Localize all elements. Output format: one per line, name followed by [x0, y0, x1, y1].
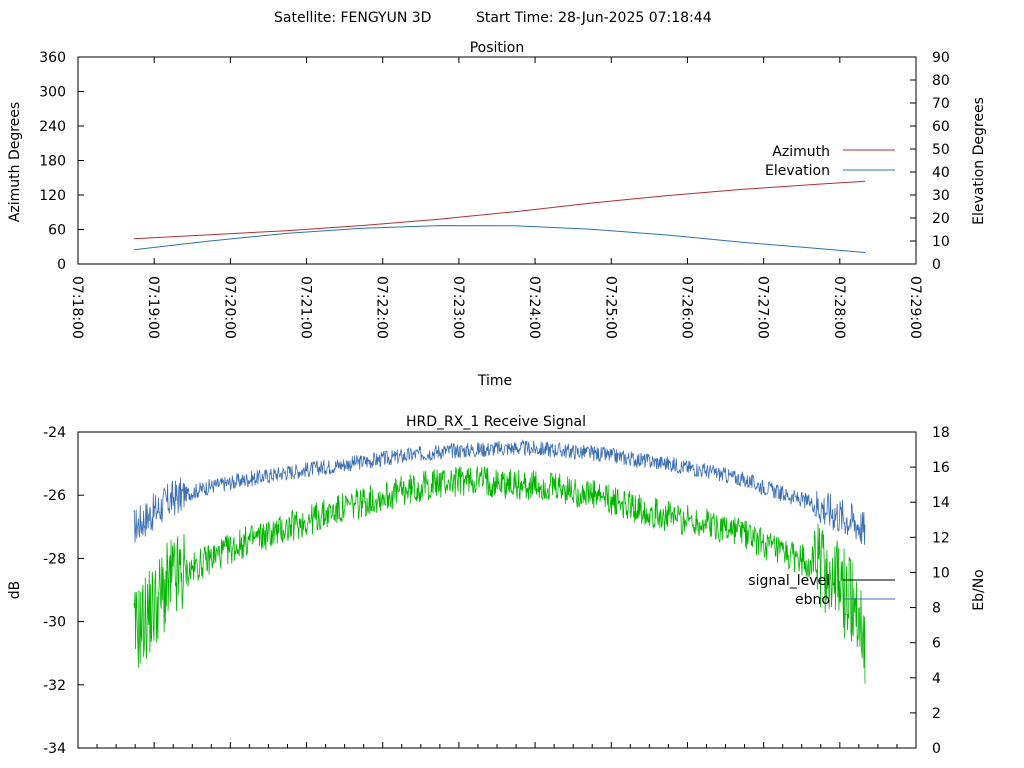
y2-tick-label: 0: [932, 257, 941, 273]
y2-tick-label: 16: [932, 460, 950, 476]
y-tick-label: 60: [48, 223, 66, 239]
position-x-axis-label: Time: [477, 373, 512, 389]
position-y2-axis-label: Elevation Degrees: [971, 97, 987, 225]
y-tick-label: 240: [39, 119, 66, 135]
x-tick-label: 07:27:00: [755, 276, 771, 339]
y2-tick-label: 4: [932, 671, 941, 687]
y-tick-label: -30: [43, 615, 66, 631]
y-tick-label: -34: [43, 741, 66, 757]
x-tick-label: 07:25:00: [602, 276, 618, 339]
y-tick-label: 300: [39, 85, 66, 101]
y-tick-label: -26: [43, 488, 66, 504]
y2-tick-label: 12: [932, 530, 950, 546]
y2-tick-label: 10: [932, 234, 950, 250]
legend-label-ebno: ebno: [795, 592, 830, 608]
series-line-ebno: [133, 438, 866, 545]
y2-tick-label: 50: [932, 142, 950, 158]
position-y-ticks: 0 60 120 180 240 300 360: [39, 50, 84, 273]
y2-tick-label: 10: [932, 565, 950, 581]
receive-signal-legend: signal_level ebno: [748, 573, 895, 608]
receive-signal-series: [133, 438, 866, 684]
y-tick-label: -24: [43, 425, 66, 441]
y2-tick-label: 90: [932, 50, 950, 66]
y2-tick-label: 14: [932, 495, 950, 511]
x-tick-label: 07:21:00: [298, 276, 314, 339]
receive-signal-x-ticks: [77, 742, 917, 748]
x-tick-label: 07:22:00: [374, 276, 390, 339]
y2-tick-label: 30: [932, 188, 950, 204]
receive-signal-plot-frame: [77, 431, 917, 749]
x-tick-label: 07:29:00: [907, 276, 923, 339]
position-title: Position: [470, 40, 525, 56]
position-series: [133, 180, 866, 253]
y-tick-label: 180: [39, 154, 66, 170]
position-plot-frame: [77, 56, 917, 265]
legend-label-elevation: Elevation: [765, 163, 830, 179]
y-tick-label: 120: [39, 188, 66, 204]
position-x-ticks: 07:18:00 07:19:00 07:20:00 07:21:00 07:22:00…: [69, 57, 923, 339]
y2-tick-label: 70: [932, 96, 950, 112]
receive-signal-y-axis-label: dB: [7, 581, 23, 600]
receive-signal-y-ticks: -34 -32 -30 -28 -26 -24: [43, 425, 84, 757]
y2-tick-label: 80: [932, 73, 950, 89]
satellite-label: Satellite: FENGYUN 3D: [274, 10, 431, 26]
series-line-azimuth: [133, 180, 866, 240]
x-tick-label: 07:20:00: [221, 276, 237, 339]
position-y-axis-label: Azimuth Degrees: [7, 102, 23, 222]
x-tick-label: 07:18:00: [69, 276, 85, 339]
position-legend: Azimuth Elevation: [765, 144, 895, 179]
y2-tick-label: 40: [932, 165, 950, 181]
series-line-unlabeled: [133, 466, 866, 684]
receive-signal-title: HRD_RX_1 Receive Signal: [406, 414, 586, 430]
series-line-elevation: [133, 225, 866, 253]
x-tick-label: 07:23:00: [450, 276, 466, 339]
y-tick-label: 360: [39, 50, 66, 66]
y-tick-label: -32: [43, 678, 66, 694]
y2-tick-label: 0: [932, 741, 941, 757]
x-tick-label: 07:24:00: [526, 276, 542, 339]
start-time-label: Start Time: 28-Jun-2025 07:18:44: [476, 10, 712, 26]
position-y2-ticks: 0 10 20 30 40 50 60 70 80 90: [910, 50, 950, 273]
x-tick-label: 07:26:00: [678, 276, 694, 339]
y2-tick-label: 2: [932, 706, 941, 722]
legend-label-signal-level: signal_level: [748, 573, 830, 589]
y2-tick-label: 60: [932, 119, 950, 135]
y2-tick-label: 8: [932, 601, 941, 617]
y-tick-label: -28: [43, 551, 66, 567]
receive-signal-y2-ticks: 0 2 4 6 8 10 12 14 16 18: [910, 425, 950, 757]
legend-label-azimuth: Azimuth: [772, 144, 830, 160]
y2-tick-label: 6: [932, 636, 941, 652]
x-tick-label: 07:19:00: [145, 276, 161, 339]
receive-signal-chart: HRD_RX_1 Receive Signal dB Eb/No -34-32-…: [7, 414, 987, 757]
receive-signal-y2-axis-label: Eb/No: [971, 569, 987, 611]
x-tick-label: 07:28:00: [831, 276, 847, 339]
position-chart: Position Azimuth Degrees Elevation Degre…: [7, 40, 987, 389]
y2-tick-label: 18: [932, 425, 950, 441]
y-tick-label: 0: [57, 257, 66, 273]
y2-tick-label: 20: [932, 211, 950, 227]
